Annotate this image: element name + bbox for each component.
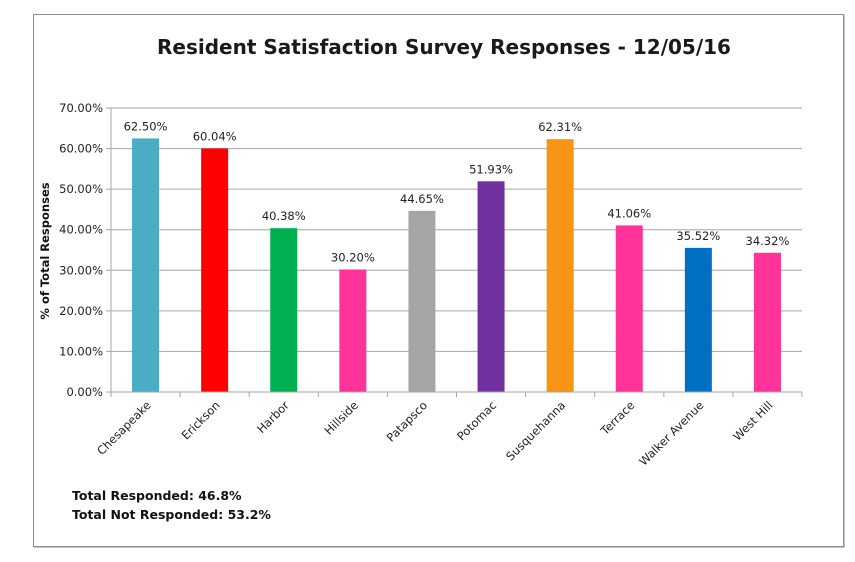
y-tick-label: 70.00% [59,101,103,115]
bar-harbor [270,228,298,392]
category-label: Walker Avenue [636,398,706,468]
bar-erickson [201,148,229,392]
data-label: 40.38% [262,209,306,223]
bar-west-hill [753,252,781,392]
data-label: 60.04% [193,129,237,143]
category-label: Patapsco [384,398,430,444]
category-label: Chesapeake [94,398,154,458]
bar-potomac [477,181,505,392]
category-label: Hillside [322,398,361,437]
bar-walker-avenue [684,247,712,392]
category-label: West Hill [730,398,775,443]
data-labels: 62.50% 60.04% 40.38% 30.20% 44.65% 51.93% 62.3… [124,119,790,264]
chart-frame: Resident Satisfaction Survey Responses -… [33,14,844,547]
chart: Resident Satisfaction Survey Responses -… [38,35,803,468]
y-tick-label: 60.00% [59,142,103,156]
data-label: 35.52% [676,229,720,243]
bar-hillside [339,269,367,392]
y-axis-label: % of Total Responses [38,182,52,319]
y-tick-label: 50.00% [59,182,103,196]
bar-terrace [615,225,643,392]
bars [132,138,781,392]
data-label: 34.32% [746,234,790,248]
bar-susquehanna [546,139,574,392]
y-tick-label: 10.00% [59,344,103,358]
y-tick-label: 40.00% [59,223,103,237]
category-label: Harbor [254,398,292,436]
total-not-responded: Total Not Responded: 53.2% [72,507,271,522]
category-label: Terrace [597,398,637,438]
bar-patapsco [408,210,436,392]
x-axis [110,108,803,397]
category-labels: Chesapeake Erickson Harbor Hillside Patapsco… [94,398,775,468]
y-tick-label: 30.00% [59,263,103,277]
category-label: Erickson [179,398,223,442]
chart-title: Resident Satisfaction Survey Responses -… [157,35,731,59]
data-label: 62.31% [538,120,582,134]
data-label: 62.50% [124,119,168,133]
totals-annotation: Total Responded: 46.8% Total Not Respond… [72,486,271,524]
data-label: 41.06% [607,206,651,220]
bar-chesapeake [132,138,160,392]
total-responded: Total Responded: 46.8% [72,488,242,503]
data-label: 30.20% [331,250,375,264]
y-tick-label: 0.00% [66,385,103,399]
data-label: 51.93% [469,162,513,176]
category-label: Potomac [454,398,499,443]
y-axis-ticks: 0.00% 10.00% 20.00% 30.00% 40.00% 50.00% 60.00… [59,101,111,399]
y-tick-label: 20.00% [59,304,103,318]
data-label: 44.65% [400,192,444,206]
category-label: Susquehanna [503,398,568,463]
